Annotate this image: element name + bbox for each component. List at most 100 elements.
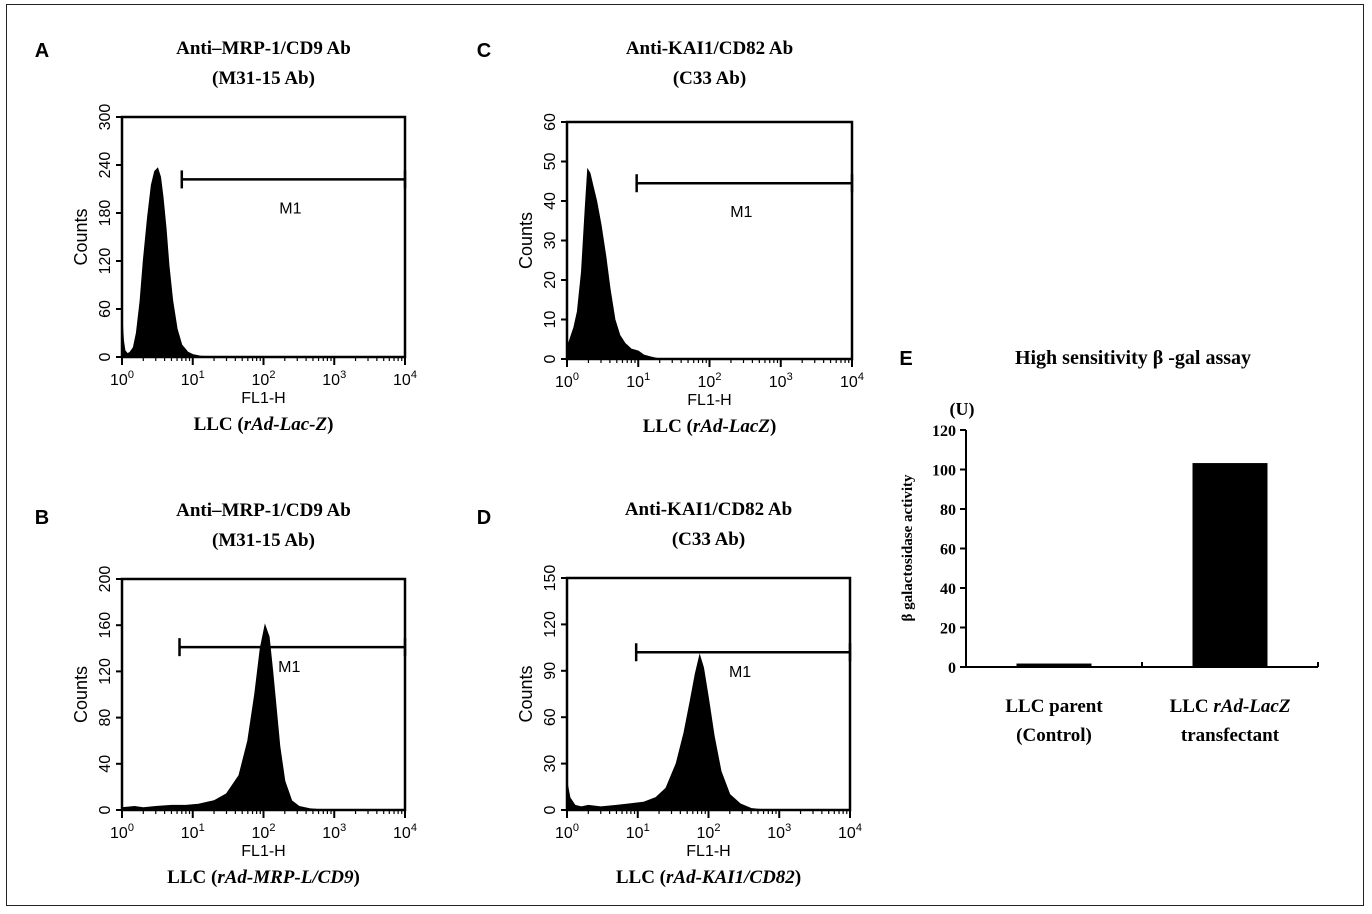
xtick-label-a: 103	[322, 369, 346, 389]
xtick-exponent: 3	[340, 369, 346, 381]
xtick-label-d: 100	[555, 822, 579, 842]
category-label-e-1: LLC parent	[1005, 696, 1103, 717]
xtick-base: 10	[626, 374, 644, 391]
panel-subtitle-c: (C33 Ab)	[673, 68, 746, 89]
ytick-label-b: 0	[97, 805, 114, 814]
panel-caption-d: LLC (rAd-KAI1/CD82)	[616, 867, 801, 888]
xaxis-label-d: FL1-H	[686, 843, 730, 860]
ytick-label-c: 30	[542, 232, 559, 250]
xtick-exponent: 4	[856, 822, 862, 834]
ytick-label-c: 10	[542, 311, 559, 329]
panel-subtitle-b: (M31-15 Ab)	[212, 530, 315, 551]
ytick-label-b: 120	[97, 658, 114, 685]
xtick-label-a: 101	[181, 369, 205, 389]
xtick-base: 10	[393, 825, 411, 842]
bar-e-1	[1016, 663, 1092, 668]
ytick-label-b: 160	[97, 612, 114, 639]
xtick-label-b: 102	[252, 822, 276, 842]
xtick-label-d: 102	[697, 822, 721, 842]
unit-label-e: (U)	[950, 399, 975, 420]
xtick-base: 10	[555, 825, 573, 842]
panel-caption-c: LLC (rAd-LacZ)	[643, 416, 777, 437]
panel-title-a: Anti–MRP-1/CD9 Ab	[176, 38, 351, 59]
caption-part: LLC (	[643, 416, 693, 437]
xtick-label-d: 103	[767, 822, 791, 842]
marker-label-b: M1	[278, 659, 300, 676]
ytick-label-c: 0	[542, 354, 559, 363]
histogram-c	[566, 167, 852, 360]
xtick-label-d: 101	[626, 822, 650, 842]
marker-label-a: M1	[279, 200, 301, 217]
xtick-exponent: 3	[785, 822, 791, 834]
xtick-exponent: 1	[644, 822, 650, 834]
ytick-label-d: 150	[542, 565, 559, 592]
panel-title-d: Anti-KAI1/CD82 Ab	[625, 499, 792, 520]
ytick-label-e: 40	[940, 581, 956, 598]
ytick-label-e: 120	[932, 423, 956, 440]
xtick-label-c: 103	[769, 371, 793, 391]
panel-subtitle-a: (M31-15 Ab)	[212, 68, 315, 89]
xtick-label-b: 100	[110, 822, 134, 842]
ytick-label-a: 180	[97, 200, 114, 227]
caption-part: LLC (	[194, 414, 244, 435]
panel-label-e: E	[899, 348, 912, 370]
ytick-label-e: 0	[948, 660, 956, 677]
panel-subtitle-d: (C33 Ab)	[672, 529, 745, 550]
ytick-label-e: 80	[940, 502, 956, 519]
caption-part: rAd-Lac-Z	[244, 414, 328, 435]
marker-label-c: M1	[730, 204, 752, 221]
xtick-label-b: 104	[393, 822, 417, 842]
caption-part: rAd-MRP-L/CD9	[217, 867, 354, 888]
panel-title-b: Anti–MRP-1/CD9 Ab	[176, 500, 351, 521]
histogram-a	[121, 167, 405, 358]
ytick-label-a: 300	[97, 104, 114, 131]
ytick-label-d: 120	[542, 611, 559, 638]
category-label-part: LLC	[1170, 696, 1214, 717]
xtick-label-a: 102	[252, 369, 276, 389]
xaxis-label-b: FL1-H	[241, 843, 285, 860]
yaxis-label-d: Counts	[516, 665, 536, 722]
caption-part: rAd-LacZ	[693, 416, 770, 437]
histogram-b	[121, 623, 405, 811]
category-label-part: rAd-LacZ	[1213, 696, 1290, 717]
ytick-label-e: 60	[940, 542, 956, 559]
xtick-base: 10	[110, 825, 128, 842]
xtick-base: 10	[769, 374, 787, 391]
panel-caption-b: LLC (rAd-MRP-L/CD9)	[167, 867, 360, 888]
xtick-exponent: 2	[269, 822, 275, 834]
xtick-label-c: 102	[698, 371, 722, 391]
panel-title-e: High sensitivity β -gal assay	[1015, 347, 1251, 369]
category-label-part: LLC parent	[1005, 696, 1103, 717]
xtick-base: 10	[322, 372, 340, 389]
xtick-exponent: 0	[573, 822, 579, 834]
ytick-label-a: 120	[97, 248, 114, 275]
xtick-label-d: 104	[838, 822, 862, 842]
xtick-exponent: 1	[644, 371, 650, 383]
ytick-label-c: 20	[542, 271, 559, 289]
category-sublabel-e-1: (Control)	[1016, 725, 1092, 746]
yaxis-label-c: Counts	[516, 212, 536, 269]
yaxis-label-a: Counts	[71, 208, 91, 265]
xtick-exponent: 3	[340, 822, 346, 834]
xtick-base: 10	[767, 825, 785, 842]
xtick-base: 10	[252, 825, 270, 842]
ytick-label-d: 60	[542, 708, 559, 726]
yaxis-label-b: Counts	[71, 666, 91, 723]
xtick-base: 10	[697, 825, 715, 842]
xtick-base: 10	[322, 825, 340, 842]
caption-part: )	[354, 867, 360, 888]
xtick-exponent: 3	[787, 371, 793, 383]
caption-part: )	[795, 867, 801, 888]
xaxis-label-c: FL1-H	[687, 392, 731, 409]
caption-part: LLC (	[616, 867, 666, 888]
ytick-label-c: 40	[542, 192, 559, 210]
xtick-exponent: 0	[573, 371, 579, 383]
xtick-exponent: 4	[411, 369, 417, 381]
caption-part: )	[770, 416, 776, 437]
ytick-label-c: 60	[542, 113, 559, 131]
xtick-base: 10	[181, 825, 199, 842]
xtick-label-c: 104	[840, 371, 864, 391]
ytick-label-b: 200	[97, 566, 114, 593]
ytick-label-d: 30	[542, 755, 559, 773]
xtick-base: 10	[252, 372, 270, 389]
